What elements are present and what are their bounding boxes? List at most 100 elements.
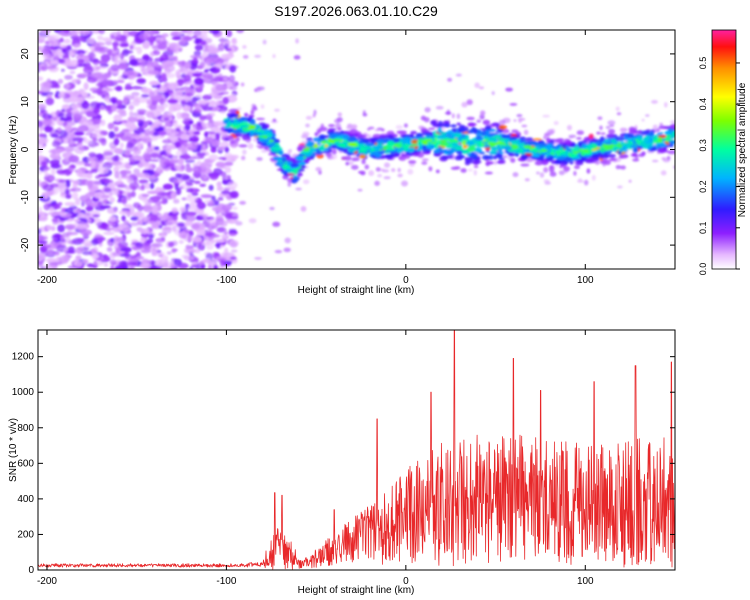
heatmap-cell bbox=[69, 70, 76, 75]
heatmap-cell bbox=[108, 227, 115, 231]
heatmap-cell bbox=[489, 141, 496, 148]
heatmap-cell bbox=[428, 127, 436, 131]
heatmap-cell bbox=[213, 264, 219, 269]
heatmap-cell bbox=[249, 131, 254, 136]
heatmap-cell bbox=[186, 187, 194, 193]
heatmap-cell bbox=[132, 112, 140, 117]
heatmap-cell bbox=[66, 83, 71, 89]
heatmap-cell bbox=[490, 148, 498, 155]
heatmap-cell bbox=[180, 132, 187, 139]
heatmap-cell bbox=[315, 150, 323, 156]
heatmap-cell bbox=[310, 155, 315, 160]
heatmap-cell bbox=[215, 84, 228, 92]
heatmap-cell bbox=[337, 127, 342, 131]
heatmap-cell bbox=[38, 149, 43, 154]
heatmap-cell bbox=[173, 198, 180, 204]
heatmap-cell bbox=[55, 152, 60, 157]
heatmap-cell bbox=[113, 79, 118, 86]
heatmap-cell bbox=[149, 136, 159, 141]
heatmap-cell bbox=[50, 261, 63, 266]
heatmap-cell bbox=[473, 140, 480, 144]
heatmap-cell bbox=[175, 94, 188, 101]
heatmap-cell bbox=[114, 57, 119, 66]
heatmap-cell bbox=[133, 146, 139, 153]
heatmap-cell bbox=[507, 152, 516, 157]
heatmap-cell bbox=[94, 218, 102, 227]
heatmap-cell bbox=[173, 258, 182, 266]
heatmap-cell bbox=[220, 37, 225, 45]
heatmap-cell bbox=[466, 99, 473, 106]
heatmap-cell bbox=[123, 247, 132, 253]
heatmap-cell bbox=[42, 118, 53, 126]
heatmap-cell bbox=[335, 136, 344, 139]
heatmap-cell bbox=[222, 96, 230, 105]
snr-y-tick-label: 1000 bbox=[12, 387, 35, 398]
heatmap-cell bbox=[57, 224, 65, 233]
heatmap-cell bbox=[455, 73, 462, 77]
heatmap-cell bbox=[142, 258, 149, 264]
heatmap-cell bbox=[230, 219, 239, 223]
heatmap-cell bbox=[57, 78, 64, 84]
heatmap-cell bbox=[153, 50, 161, 56]
heatmap-cell bbox=[83, 66, 94, 74]
heatmap-cell bbox=[126, 209, 131, 218]
heatmap-cell bbox=[94, 175, 101, 180]
heatmap-cell bbox=[235, 133, 243, 137]
heatmap-cell bbox=[650, 147, 658, 151]
heatmap-cell bbox=[358, 154, 367, 159]
heatmap-cell bbox=[148, 233, 155, 239]
heatmap-cell bbox=[129, 59, 138, 66]
heatmap-cell bbox=[91, 43, 101, 48]
heatmap-cell bbox=[58, 58, 66, 64]
heatmap-cell bbox=[376, 127, 384, 131]
heatmap-cell bbox=[578, 148, 588, 152]
heatmap-cell bbox=[374, 152, 382, 158]
heatmap-cell bbox=[475, 135, 482, 141]
heatmap-cell bbox=[175, 127, 180, 132]
snr-y-label: SNR (10 * v/v) bbox=[8, 418, 19, 482]
heatmap-cell bbox=[300, 206, 307, 212]
heatmap-cell bbox=[397, 173, 403, 178]
heatmap-cell bbox=[117, 176, 123, 183]
heatmap-cell bbox=[117, 241, 129, 248]
snr-x-tick-label: -200 bbox=[37, 576, 57, 587]
heatmap-cell bbox=[59, 212, 67, 217]
heatmap-cell bbox=[195, 124, 204, 132]
heatmap-cell bbox=[629, 133, 635, 139]
heatmap-cell bbox=[430, 120, 437, 125]
heatmap-cell bbox=[102, 73, 109, 81]
heatmap-cell bbox=[260, 139, 270, 143]
heatmap-cell bbox=[165, 73, 176, 79]
heatmap-cell bbox=[202, 258, 211, 264]
heatmap-cell bbox=[164, 121, 171, 127]
heatmap-cell bbox=[191, 72, 203, 77]
heatmap-cell bbox=[269, 206, 275, 211]
heatmap-cell bbox=[564, 150, 569, 156]
heatmap-cell bbox=[185, 220, 194, 227]
heatmap-cell bbox=[115, 85, 123, 92]
heatmap-cell bbox=[525, 137, 534, 143]
heatmap-cell bbox=[215, 161, 226, 168]
heatmap-cell bbox=[74, 161, 85, 166]
heatmap-cell bbox=[479, 151, 485, 155]
heatmap-cell bbox=[229, 94, 237, 102]
heatmap-cell bbox=[103, 187, 112, 193]
heatmap-cell bbox=[231, 37, 237, 44]
heatmap-cell bbox=[173, 47, 180, 54]
heatmap-cell bbox=[446, 154, 454, 160]
heatmap-cell bbox=[223, 231, 229, 235]
heatmap-cell bbox=[409, 133, 415, 139]
heatmap-cell bbox=[319, 135, 329, 138]
heatmap-cell bbox=[38, 137, 49, 145]
heatmap-cell bbox=[558, 147, 564, 151]
heatmap-cell bbox=[642, 144, 650, 149]
heatmap-cell bbox=[38, 103, 47, 111]
heatmap-cell bbox=[111, 105, 117, 112]
snr-panel: -200 -100 0 100 0 200 400 600 800 1000 1200 Heigh… bbox=[8, 329, 676, 596]
heatmap-cell bbox=[167, 98, 179, 104]
heatmap-cell bbox=[455, 146, 462, 151]
heatmap-cell bbox=[424, 138, 433, 142]
heatmap-cell bbox=[48, 207, 55, 212]
heatmap-cell bbox=[519, 136, 526, 140]
heatmap-cell bbox=[428, 166, 433, 172]
